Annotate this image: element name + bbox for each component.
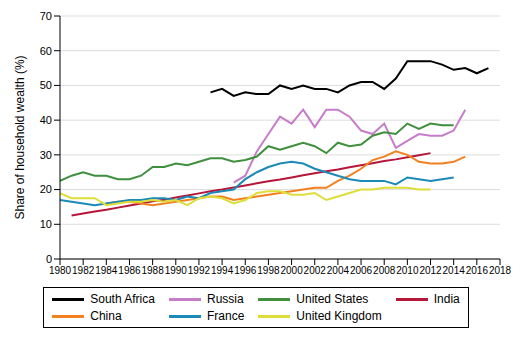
svg-text:2006: 2006 [350, 265, 373, 276]
svg-text:1980: 1980 [49, 265, 72, 276]
svg-text:2014: 2014 [443, 265, 466, 276]
svg-text:10: 10 [40, 218, 52, 230]
svg-text:2000: 2000 [280, 265, 303, 276]
svg-text:40: 40 [40, 114, 52, 126]
svg-text:1982: 1982 [72, 265, 95, 276]
svg-text:1986: 1986 [118, 265, 141, 276]
svg-text:1994: 1994 [211, 265, 234, 276]
svg-text:1990: 1990 [165, 265, 188, 276]
svg-text:2008: 2008 [373, 265, 396, 276]
svg-text:0: 0 [46, 253, 52, 265]
svg-text:Share of household wealth (%): Share of household wealth (%) [13, 55, 27, 219]
html-text:India: India [433, 292, 460, 306]
svg-text:1998: 1998 [257, 265, 280, 276]
html-text:South Africa: South Africa [90, 292, 155, 306]
svg-text:2004: 2004 [327, 265, 350, 276]
html-text:United Kingdom: United Kingdom [296, 309, 382, 323]
svg-text:2010: 2010 [396, 265, 419, 276]
svg-text:50: 50 [40, 79, 52, 91]
svg-text:60: 60 [40, 45, 52, 57]
svg-text:20: 20 [40, 183, 52, 195]
svg-text:2002: 2002 [304, 265, 327, 276]
svg-text:1992: 1992 [188, 265, 211, 276]
html-text:Russia: Russia [207, 292, 244, 306]
svg-text:30: 30 [40, 149, 52, 161]
html-text:United States: United States [296, 292, 369, 306]
html-text:China: China [90, 309, 122, 323]
svg-text:1984: 1984 [95, 265, 118, 276]
svg-text:2016: 2016 [466, 265, 489, 276]
html-text:France: France [207, 309, 245, 323]
svg-text:70: 70 [40, 10, 52, 22]
svg-text:2018: 2018 [489, 265, 512, 276]
svg-text:2012: 2012 [419, 265, 442, 276]
svg-text:1996: 1996 [234, 265, 257, 276]
svg-text:1988: 1988 [142, 265, 165, 276]
